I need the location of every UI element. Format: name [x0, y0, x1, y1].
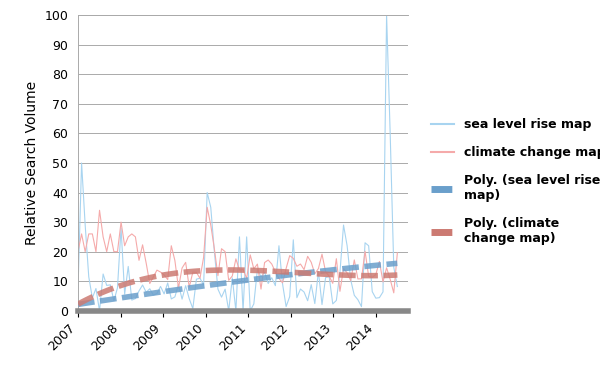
- Y-axis label: Relative Search Volume: Relative Search Volume: [25, 81, 39, 245]
- Legend: sea level rise map, climate change map, Poly. (sea level rise
map), Poly. (clima: sea level rise map, climate change map, …: [426, 113, 600, 251]
